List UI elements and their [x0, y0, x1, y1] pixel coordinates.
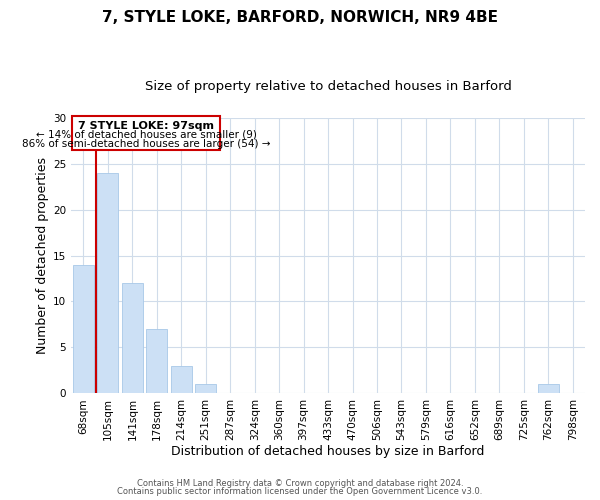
- Text: Contains public sector information licensed under the Open Government Licence v3: Contains public sector information licen…: [118, 487, 482, 496]
- Bar: [196, 384, 216, 394]
- FancyBboxPatch shape: [73, 116, 220, 150]
- Text: ← 14% of detached houses are smaller (9): ← 14% of detached houses are smaller (9): [36, 130, 257, 140]
- X-axis label: Distribution of detached houses by size in Barford: Distribution of detached houses by size …: [172, 444, 485, 458]
- Text: 7, STYLE LOKE, BARFORD, NORWICH, NR9 4BE: 7, STYLE LOKE, BARFORD, NORWICH, NR9 4BE: [102, 10, 498, 25]
- Bar: [171, 366, 191, 394]
- Bar: [538, 384, 559, 394]
- Bar: [146, 329, 167, 394]
- Y-axis label: Number of detached properties: Number of detached properties: [36, 157, 49, 354]
- Text: 7 STYLE LOKE: 97sqm: 7 STYLE LOKE: 97sqm: [79, 120, 214, 130]
- Text: 86% of semi-detached houses are larger (54) →: 86% of semi-detached houses are larger (…: [22, 139, 271, 149]
- Title: Size of property relative to detached houses in Barford: Size of property relative to detached ho…: [145, 80, 512, 93]
- Text: Contains HM Land Registry data © Crown copyright and database right 2024.: Contains HM Land Registry data © Crown c…: [137, 478, 463, 488]
- Bar: [73, 264, 94, 394]
- Bar: [122, 283, 143, 394]
- Bar: [97, 173, 118, 394]
